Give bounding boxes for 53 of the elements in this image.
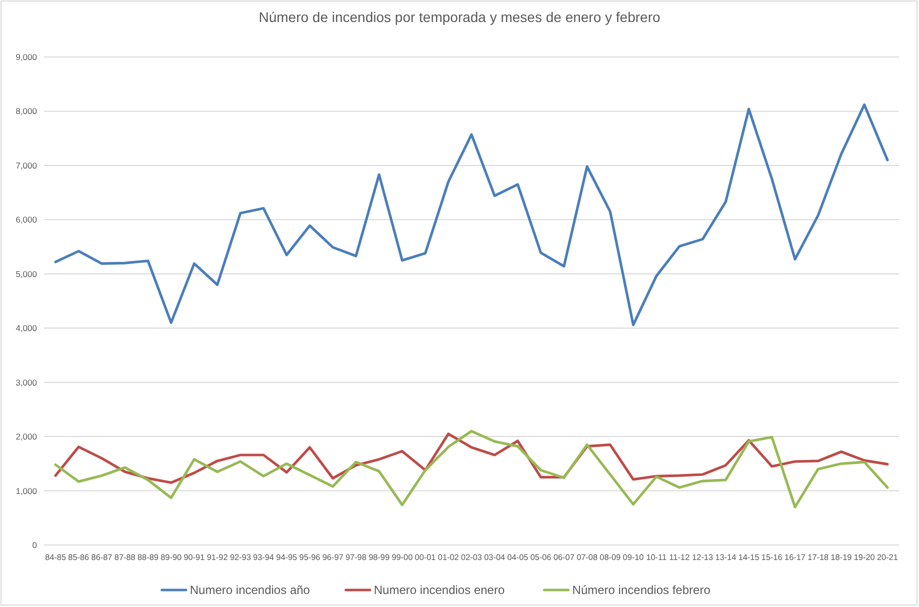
x-tick-label: 95-96 — [299, 553, 321, 562]
line-series — [54, 103, 889, 326]
x-tick-label: 88-89 — [138, 553, 159, 562]
x-tick-label: 05-06 — [530, 553, 552, 562]
x-tick-label: 13-14 — [715, 553, 737, 562]
y-tick-label: 0 — [32, 540, 38, 550]
x-tick-label: 89-90 — [160, 553, 182, 562]
y-tick-label: 4,000 — [16, 323, 38, 334]
x-tick-label: 97-98 — [345, 553, 367, 562]
x-tick-label: 08-09 — [600, 553, 622, 562]
x-tick-label: 06-07 — [553, 553, 575, 562]
x-tick-label: 09-10 — [622, 553, 644, 562]
x-tick-label: 03-04 — [484, 553, 506, 562]
x-tick-label: 91-92 — [206, 553, 228, 562]
x-tick-label: 11-12 — [669, 553, 690, 562]
y-tick-label: 5,000 — [16, 268, 38, 279]
x-tick-label: 10-11 — [646, 553, 667, 562]
x-tick-label: 85-86 — [68, 553, 90, 562]
x-tick-label: 98-99 — [368, 553, 390, 562]
x-tick-label: 16-17 — [784, 553, 806, 562]
y-tick-label: 8,000 — [16, 106, 38, 116]
x-tick-label: 15-16 — [761, 553, 783, 562]
x-tick-label: 19-20 — [854, 553, 876, 562]
x-tick-label: 84-85 — [45, 553, 66, 562]
x-tick-label: 18-19 — [830, 553, 852, 562]
y-tick-label: 2,000 — [16, 432, 38, 442]
x-tick-label: 12-13 — [692, 553, 714, 562]
x-tick-label: 92-93 — [230, 553, 252, 562]
y-tick-label: 6,000 — [16, 214, 38, 225]
x-tick-label: 14-15 — [738, 553, 760, 562]
x-tick-label: 86-87 — [91, 553, 113, 562]
x-tick-label: 07-08 — [576, 553, 598, 562]
legend-label: Número incendios febrero — [572, 583, 711, 598]
x-tick-label: 01-02 — [438, 553, 460, 562]
y-tick-label: 9,000 — [16, 52, 38, 62]
y-tick-label: 1,000 — [16, 486, 38, 496]
x-tick-label: 00-01 — [414, 553, 436, 562]
y-tick-label: 3,000 — [16, 377, 38, 388]
legend-label: Numero incendios año — [190, 583, 310, 598]
chart-title: Número de incendios por temporada y meses de enero y febrero — [258, 9, 660, 25]
x-tick-label: 20-21 — [876, 553, 898, 562]
y-tick-label: 7,000 — [16, 160, 38, 170]
line-series — [54, 430, 889, 508]
x-tick-label: 93-94 — [253, 553, 274, 562]
x-tick-label: 94-95 — [276, 553, 298, 562]
x-tick-label: 99-00 — [392, 553, 414, 562]
x-tick-label: 02-03 — [461, 553, 482, 562]
x-tick-label: 96-97 — [322, 553, 344, 562]
x-tick-label: 17-18 — [808, 553, 830, 562]
x-tick-label: 04-05 — [507, 553, 529, 562]
x-tick-label: 90-91 — [184, 553, 206, 562]
x-tick-label: 87-88 — [114, 553, 136, 562]
legend-label: Numero incendios enero — [374, 583, 505, 598]
